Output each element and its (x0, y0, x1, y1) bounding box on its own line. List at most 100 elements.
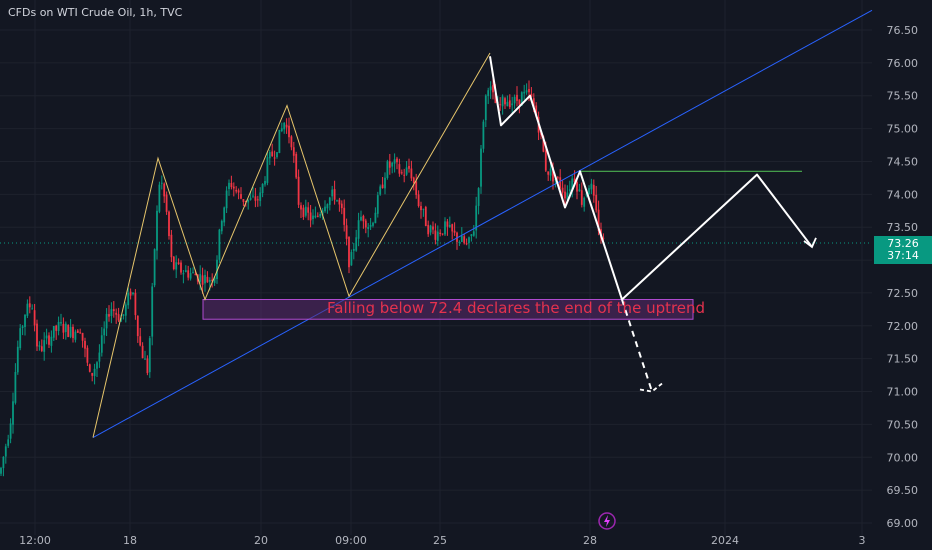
candle-body (50, 336, 53, 346)
candle-body (516, 94, 518, 101)
candle-body (160, 182, 163, 184)
y-tick-label: 72.00 (887, 320, 919, 333)
candle-body (381, 184, 384, 189)
x-tick-label: 20 (254, 534, 268, 547)
candle-body (36, 323, 38, 347)
candle-body (434, 230, 437, 240)
y-tick-label: 73.50 (887, 221, 919, 234)
candle-body (38, 345, 41, 347)
candle-body (201, 275, 204, 285)
zigzag-pattern (92, 52, 491, 438)
candle-body (43, 340, 46, 352)
candle-body (367, 226, 370, 229)
candle-body (552, 166, 554, 182)
forecast-path (489, 56, 813, 301)
forecast-arrowhead (803, 237, 817, 249)
candle-body (556, 177, 559, 179)
candle-body (595, 194, 598, 211)
candle-body (55, 325, 58, 331)
candle-body (475, 205, 478, 231)
candle-body (508, 100, 511, 108)
x-tick-label: 25 (433, 534, 447, 547)
candle-body (352, 249, 355, 251)
candle-body (477, 188, 480, 206)
candle-body (441, 233, 444, 235)
candle-body (444, 221, 446, 235)
candle-body (372, 222, 374, 226)
candle-body (501, 96, 504, 107)
candle-body (559, 177, 562, 189)
candle-body (489, 86, 492, 91)
candle-body (74, 331, 77, 340)
candle-body (494, 93, 497, 104)
candle-body (151, 286, 154, 337)
candle-body (580, 190, 583, 205)
candle-body (153, 249, 156, 286)
candle-body (96, 362, 98, 369)
candle-body (105, 313, 108, 329)
candle-body (542, 136, 545, 152)
candle-body (439, 232, 442, 234)
candle-body (64, 323, 67, 333)
candle-body (525, 90, 528, 93)
candle-body (312, 215, 314, 220)
candle-body (396, 158, 398, 163)
candle-body (564, 191, 566, 199)
candle-body (458, 242, 461, 244)
candle-body (100, 335, 103, 353)
candle-body (348, 236, 350, 268)
candle-body (48, 335, 50, 345)
price-axis[interactable]: 76.5076.0075.5075.0074.5074.0073.5073.00… (887, 24, 919, 530)
candle-body (345, 225, 348, 239)
trendline (92, 9, 873, 438)
candle-body (170, 234, 173, 258)
candle-body (506, 101, 509, 107)
candle-body (561, 187, 564, 193)
candle-body (204, 274, 206, 284)
time-axis[interactable]: 12:00 18 20 09:00 25 28 2024 3 (19, 534, 865, 547)
candle-body (568, 189, 571, 191)
y-tick-label: 70.00 (887, 451, 919, 464)
candle-body (108, 314, 110, 317)
candle-body (511, 103, 514, 106)
lightning-icon[interactable] (597, 511, 617, 531)
candle-body (424, 206, 427, 227)
candle-body (492, 85, 494, 93)
candle-body (112, 309, 115, 312)
candle-body (448, 225, 451, 227)
candle-body (216, 259, 218, 280)
y-tick-label: 72.50 (887, 287, 919, 300)
x-tick-label: 2024 (711, 534, 739, 547)
candle-body (355, 237, 358, 251)
x-tick-label: 28 (583, 534, 597, 547)
candle-body (309, 212, 312, 221)
candle-body (369, 225, 372, 227)
candle-body (213, 277, 216, 283)
candle-body (285, 124, 288, 128)
candle-body (259, 192, 262, 201)
y-tick-label: 71.50 (887, 353, 919, 366)
candle-body (350, 251, 353, 266)
candle-body (362, 215, 365, 222)
candle-body (480, 148, 482, 187)
candle-body (276, 152, 278, 158)
candle-body (357, 220, 360, 239)
candle-body (180, 262, 182, 273)
candle-body (470, 234, 473, 236)
candle-body (398, 164, 401, 174)
x-tick-label: 3 (859, 534, 866, 547)
candle-body (292, 147, 295, 156)
candle-body (535, 105, 538, 117)
candle-body (168, 211, 170, 237)
candle-body (487, 90, 490, 97)
candle-body (446, 221, 449, 227)
candle-body (187, 270, 190, 278)
candle-body (0, 467, 2, 474)
candle-body (79, 332, 82, 334)
candle-body (228, 182, 230, 190)
candle-body (321, 210, 324, 216)
x-tick-label: 18 (123, 534, 137, 547)
candle-body (391, 162, 394, 167)
x-tick-label: 09:00 (335, 534, 367, 547)
